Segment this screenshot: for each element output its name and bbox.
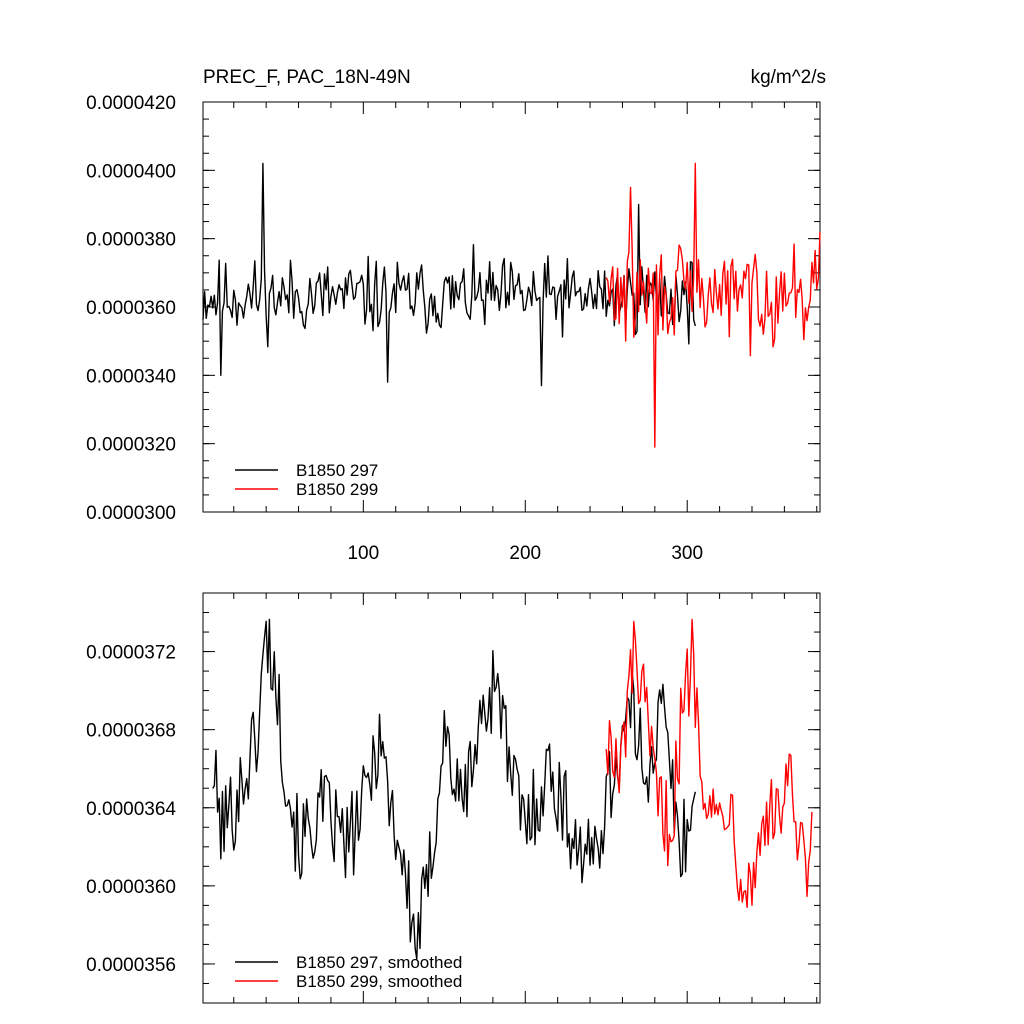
top-ytick-label: 0.0000400	[86, 161, 176, 182]
bottom-ytick-label: 0.0000356	[86, 955, 176, 976]
top-plot-frame	[202, 101, 821, 513]
top-title: PREC_F, PAC_18N-49N	[203, 67, 411, 88]
top-legend-label-2: B1850 299	[296, 480, 378, 499]
top-ytick-label: 0.0000380	[86, 230, 176, 251]
top-xtick-label: 300	[671, 543, 703, 564]
top-xtick-label: 100	[347, 543, 379, 564]
bottom-plot-frame	[202, 592, 821, 1004]
top-ytick-label: 0.0000340	[86, 366, 176, 387]
bottom-series-line-2	[605, 618, 813, 909]
top-ytick-label: 0.0000420	[86, 93, 176, 114]
bottom-series-line-1	[212, 618, 696, 960]
bottom-ytick-label: 0.0000360	[86, 877, 176, 898]
bottom-ytick-label: 0.0000364	[86, 799, 176, 820]
bottom-legend-label-2: B1850 299, smoothed	[296, 972, 462, 991]
top-ytick-label: 0.0000320	[86, 435, 176, 456]
top-ytick-label: 0.0000360	[86, 298, 176, 319]
bottom-ytick-label: 0.0000372	[86, 643, 176, 664]
top-series-line-2	[605, 162, 821, 448]
bottom-panel: 0.0000356 0.0000360 0.0000364 0.0000368 0.00…	[86, 592, 821, 1004]
bottom-legend-label-1: B1850 297, smoothed	[296, 953, 462, 972]
top-series-line-1	[202, 162, 696, 387]
top-xtick-label: 200	[509, 543, 541, 564]
top-legend-label-1: B1850 297	[296, 461, 378, 480]
bottom-ytick-label: 0.0000368	[86, 721, 176, 742]
top-ytick-label: 0.0000300	[86, 503, 176, 524]
top-units: kg/m^2/s	[751, 67, 826, 88]
top-panel: PREC_F, PAC_18N-49N kg/m^2/s 0.0000300 0.…	[86, 67, 826, 564]
